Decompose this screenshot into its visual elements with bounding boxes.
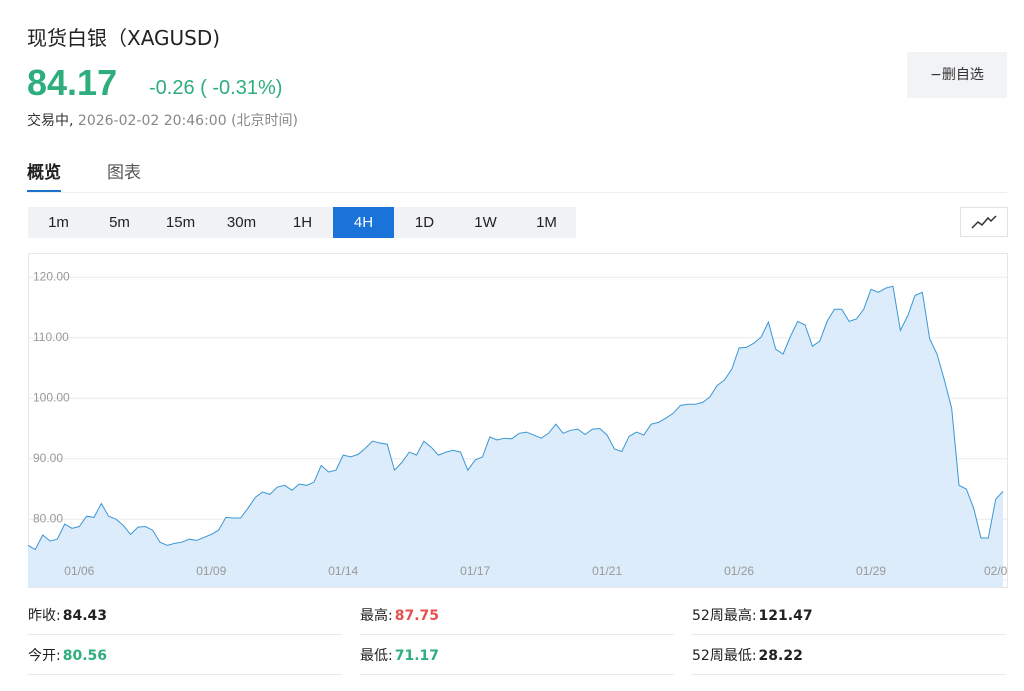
stat-label: 今开:: [28, 648, 61, 664]
y-tick-label: 80.00: [33, 511, 63, 525]
range-button[interactable]: 1W: [474, 214, 497, 231]
change: -0.26 ( -0.31%): [149, 77, 282, 100]
stat-label: 52周最高:: [692, 608, 757, 624]
status: 交易中,: [27, 113, 74, 129]
stat: 52周最高: 121.47: [692, 605, 813, 625]
x-tick-label: 01/17: [460, 564, 490, 578]
timezone: (北京时间): [231, 113, 298, 129]
watch-button[interactable]: −删自选: [907, 52, 1007, 98]
stat-divider: [692, 674, 1006, 675]
stat-divider: [360, 634, 674, 635]
stat-divider: [28, 634, 342, 635]
stat: 昨收: 84.43: [28, 605, 107, 625]
tab[interactable]: 图表: [107, 163, 141, 183]
x-tick-label: 01/06: [64, 564, 94, 578]
stat-divider: [28, 674, 342, 675]
range-button[interactable]: 4H: [333, 207, 394, 238]
range-selector: 1m 5m 15m 30m 1H 4H 1D 1W 1M: [28, 207, 576, 238]
y-tick-label: 110.00: [33, 330, 69, 344]
area-fill: [28, 286, 1003, 587]
line-icon: [971, 215, 997, 229]
stat-divider: [360, 674, 674, 675]
range-button[interactable]: 15m: [165, 214, 196, 231]
stat-label: 昨收:: [28, 608, 61, 624]
tab-divider: [27, 192, 1007, 193]
x-tick-label: 01/26: [724, 564, 754, 578]
title: 现货白银（XAGUSD): [27, 26, 221, 50]
range-button[interactable]: 1H: [292, 214, 313, 231]
price: 84.17: [27, 62, 118, 103]
tab[interactable]: 概览: [27, 158, 61, 193]
x-tick-label: 01/14: [328, 564, 358, 578]
quote-meta: 交易中, 2026-02-02 20:46:00 (北京时间): [27, 110, 298, 130]
range-button[interactable]: 1m: [48, 214, 69, 231]
x-tick-label: 01/09: [196, 564, 226, 578]
stat-value: 84.43: [62, 608, 108, 624]
range-button[interactable]: 5m: [109, 214, 130, 231]
stat: 最高: 87.75: [360, 605, 439, 625]
plot-frame: [28, 253, 1008, 588]
stat-label: 52周最低:: [692, 648, 757, 664]
y-tick-label: 100.00: [33, 390, 70, 404]
change-value: -0.26: [149, 77, 195, 99]
stat-value: 80.56: [62, 648, 108, 664]
stat: 今开: 80.56: [28, 645, 107, 665]
chart-style-button[interactable]: [960, 207, 1008, 237]
range-button[interactable]: 1M: [536, 214, 557, 231]
range-button[interactable]: 30m: [226, 214, 257, 231]
stat: 52周最低: 28.22: [692, 645, 803, 665]
y-tick-label: 120.00: [33, 269, 70, 283]
y-tick-label: 90.00: [33, 451, 63, 465]
stat-value: 28.22: [758, 648, 803, 664]
timestamp: 2026-02-02 20:46:00: [77, 113, 227, 129]
stat-label: 最低:: [360, 648, 393, 664]
stat: 最低: 71.17: [360, 645, 439, 665]
stat-value: 71.17: [394, 648, 440, 664]
stat-label: 最高:: [360, 608, 393, 624]
x-tick-label: 01/21: [592, 564, 622, 578]
plot: [28, 286, 1003, 587]
price-line: [27, 285, 1004, 551]
stat-value: 87.75: [394, 608, 440, 624]
stat-value: 121.47: [758, 608, 813, 624]
y-tick-label: 70.00: [33, 559, 63, 573]
change-percent: ( -0.31%): [200, 77, 283, 99]
stat-divider: [692, 634, 1006, 635]
x-tick-label: 02/0: [984, 564, 1008, 578]
x-tick-label: 01/29: [856, 564, 886, 578]
range-button[interactable]: 1D: [414, 214, 435, 231]
